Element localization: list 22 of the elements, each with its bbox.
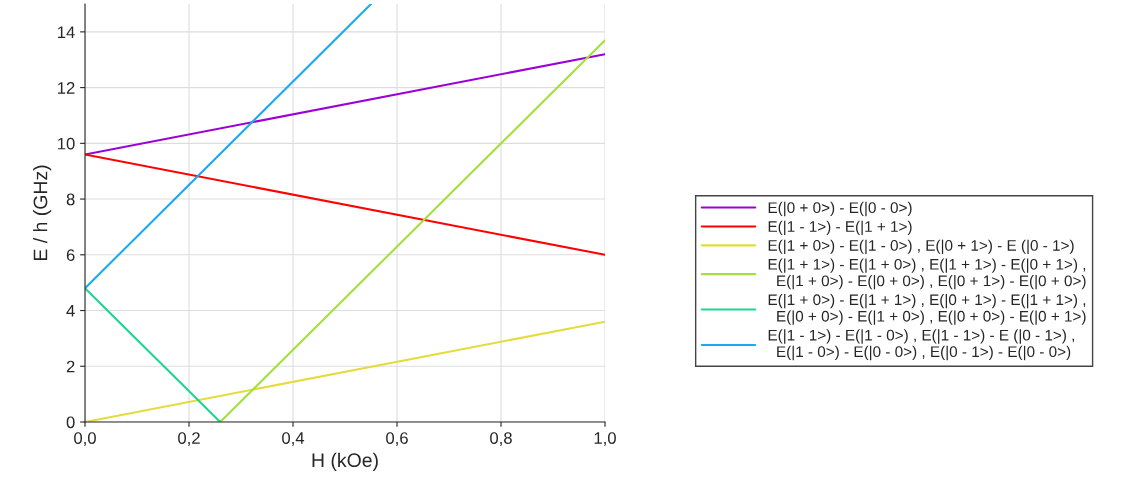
y-tick-label: 8 — [66, 193, 75, 206]
legend-label: E(|1 - 1>) - E(|1 + 1>) — [768, 220, 912, 236]
x-tick-label: 0,8 — [490, 432, 512, 446]
legend-label: E(|1 - 1>) - E(|1 - 0>) , E(|1 - 1>) - E (|0 - 1>) , E(|1 - 0>) - E(|0 - 0>) , E(|0 - 1>) - E(|0 - 0>) — [768, 329, 1075, 361]
x-tick-label: 0,6 — [386, 432, 408, 446]
x-tick-label: 0,2 — [178, 432, 200, 446]
y-tick-label: 4 — [66, 305, 75, 317]
legend-label: E(|0 + 0>) - E(|0 - 0>) — [768, 201, 912, 217]
x-tick-label: 1,0 — [594, 432, 616, 446]
x-tick-label: 0,0 — [74, 432, 96, 446]
y-tick-label: 10 — [58, 137, 75, 150]
x-axis-title: H (kOe) — [312, 452, 378, 471]
legend-label: E(|1 + 1>) - E(|1 + 0>) , E(|1 + 1>) - E(|0 + 1>) , E(|1 + 0>) - E(|0 + 0>) , E(|0 + 1>) - E(|0 + 0>) — [768, 258, 1086, 290]
x-tick-label: 0,4 — [282, 432, 305, 446]
y-tick-label: 0 — [66, 416, 75, 429]
y-tick-label: 2 — [66, 360, 75, 373]
y-tick-label: 14 — [58, 26, 75, 38]
y-tick-label: 12 — [58, 82, 75, 94]
legend-label: E(|1 + 0>) - E(|1 - 0>) , E(|0 + 1>) - E (|0 - 1>) — [768, 239, 1074, 254]
y-tick-label: 6 — [66, 249, 75, 261]
y-axis-title: E / h (GHz) — [33, 165, 52, 261]
legend-label: E(|1 + 0>) - E(|1 + 1>) , E(|0 + 1>) - E(|1 + 1>) , E(|0 + 0>) - E(|1 + 0>) , E(|0 + 0>) - E(|0 + 1>) — [768, 293, 1086, 325]
